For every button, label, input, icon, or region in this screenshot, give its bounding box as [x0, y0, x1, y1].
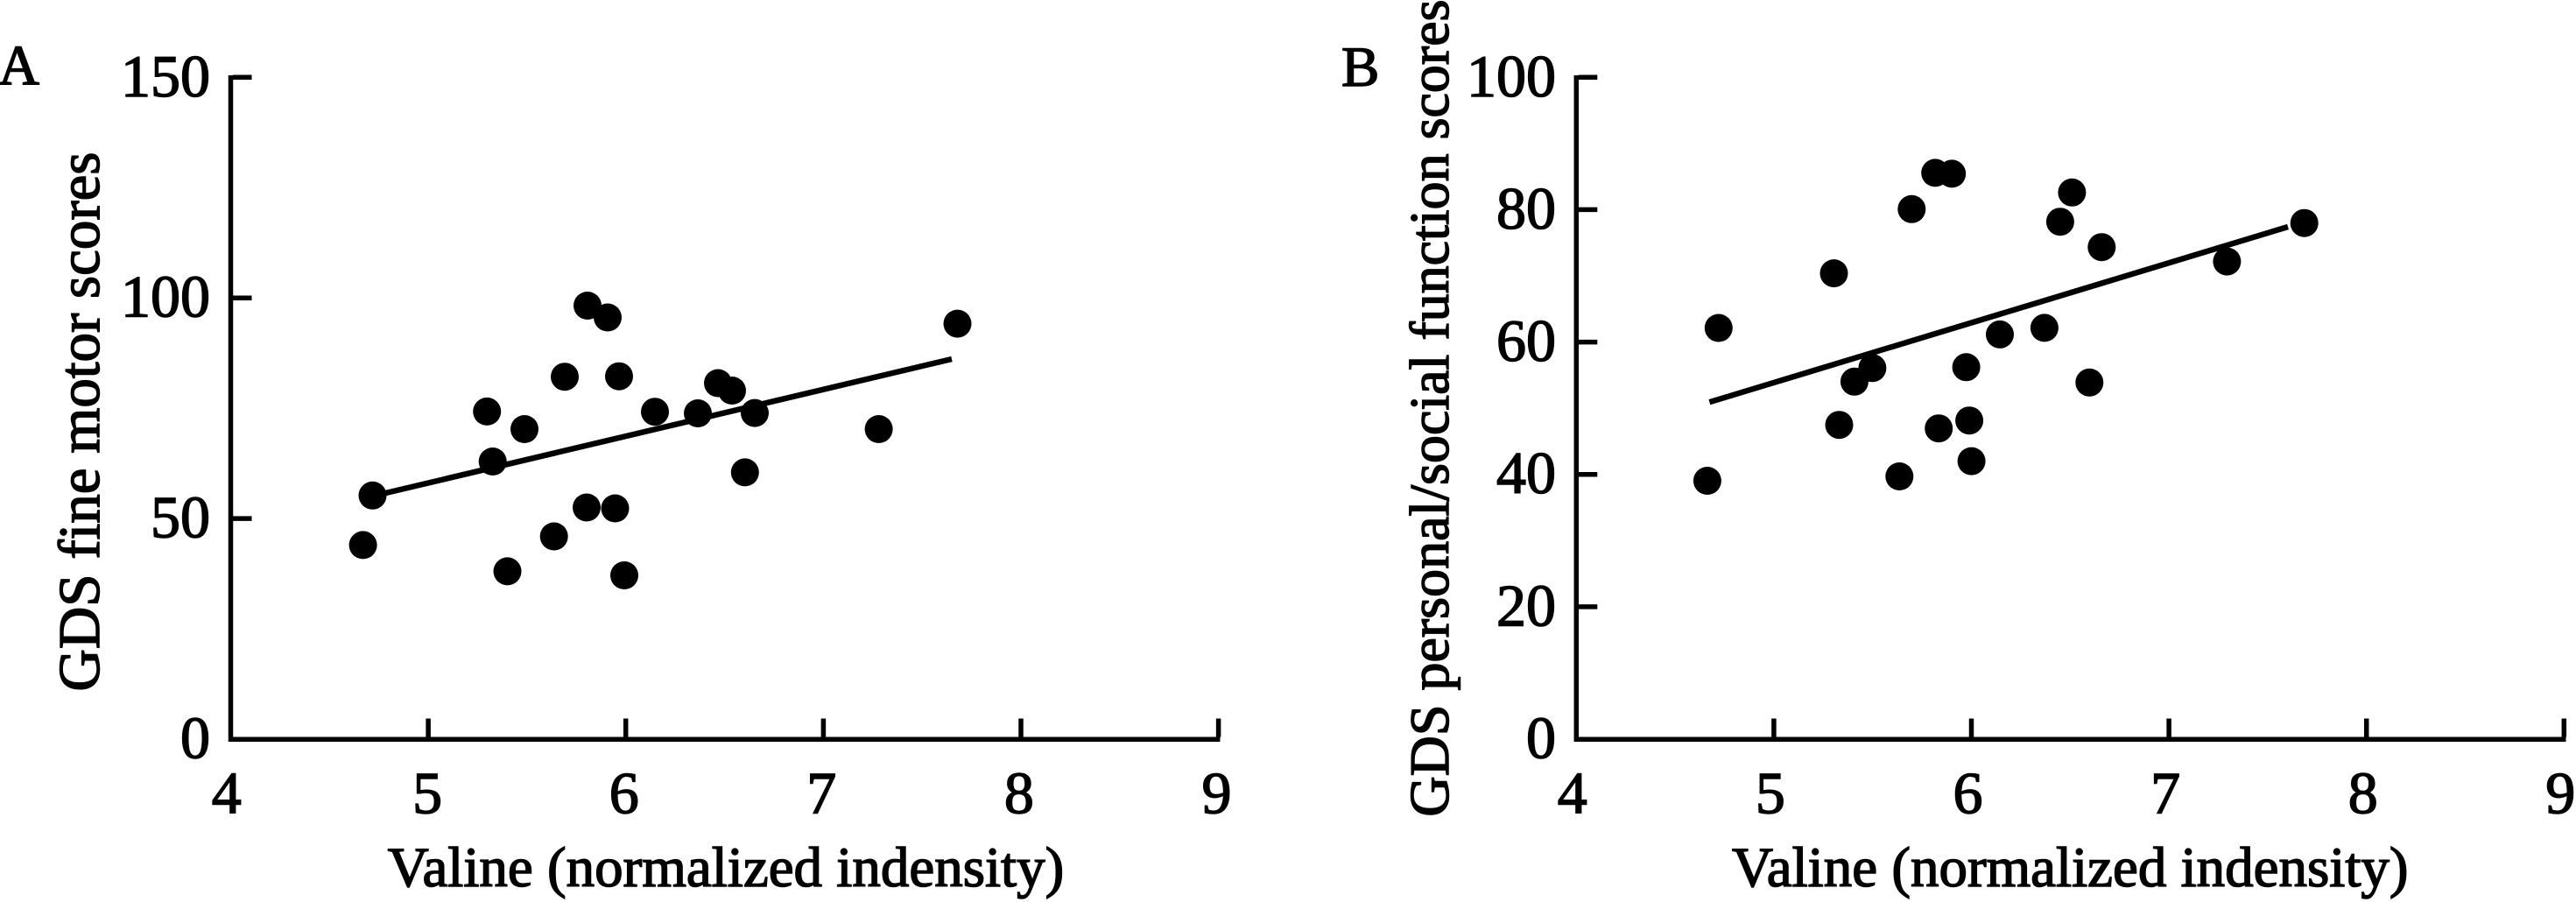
svg-text:7: 7	[806, 760, 836, 827]
svg-text:6: 6	[609, 760, 639, 827]
svg-text:9: 9	[1202, 760, 1232, 827]
svg-text:4: 4	[212, 760, 242, 827]
svg-text:5: 5	[1756, 760, 1785, 827]
svg-text:20: 20	[1496, 572, 1556, 638]
svg-text:40: 40	[1496, 440, 1556, 506]
svg-text:0: 0	[1526, 705, 1556, 772]
svg-text:6: 6	[1953, 760, 1983, 827]
svg-text:9: 9	[2545, 760, 2575, 827]
svg-text:8: 8	[2348, 760, 2378, 827]
svg-text:4: 4	[1558, 760, 1587, 827]
svg-text:80: 80	[1496, 175, 1556, 242]
svg-text:GDS fine motor scores: GDS fine motor scores	[47, 152, 112, 692]
svg-text:8: 8	[1004, 760, 1034, 827]
svg-text:Valine (normalized indensity): Valine (normalized indensity)	[388, 836, 1065, 899]
svg-text:5: 5	[412, 760, 442, 827]
svg-text:A: A	[0, 35, 39, 98]
svg-text:B: B	[1341, 36, 1379, 99]
svg-text:150: 150	[121, 43, 210, 109]
svg-text:100: 100	[121, 264, 210, 330]
svg-text:Valine (normalized indensity): Valine (normalized indensity)	[1732, 836, 2409, 899]
svg-text:60: 60	[1496, 307, 1556, 374]
svg-text:100: 100	[1467, 43, 1556, 109]
svg-text:7: 7	[2150, 760, 2180, 827]
svg-text:0: 0	[180, 705, 210, 772]
svg-text:50: 50	[151, 484, 210, 551]
svg-text:GDS personal/social function s: GDS personal/social function scores	[1398, 0, 1460, 817]
